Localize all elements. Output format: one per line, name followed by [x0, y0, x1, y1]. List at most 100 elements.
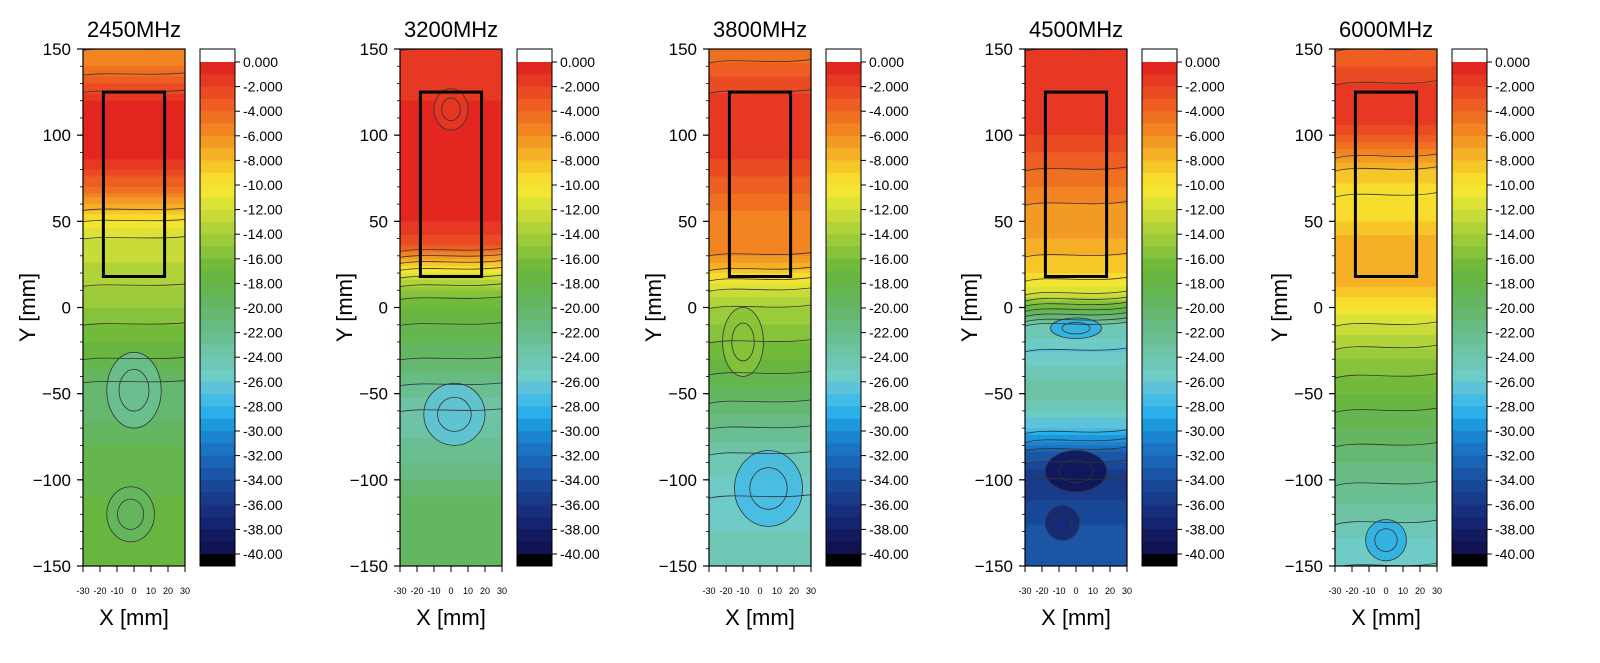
contour-line — [400, 254, 502, 258]
heatmap-band — [709, 383, 811, 388]
contour-line — [400, 267, 502, 271]
heatmap-band — [1335, 424, 1437, 429]
heatmap-band — [709, 231, 811, 236]
heatmap-field — [1335, 49, 1437, 566]
colorbar-swatch — [1142, 394, 1177, 407]
heatmap-band — [1025, 304, 1127, 309]
heatmap-band — [1025, 49, 1127, 54]
y-tick-label: 50 — [52, 212, 71, 231]
heatmap-band — [709, 528, 811, 533]
colorbar-swatch — [1142, 369, 1177, 383]
colorbar-swatch — [826, 467, 861, 481]
colorbar-label: -30.00 — [1185, 423, 1225, 439]
heatmap-band — [83, 348, 185, 353]
heatmap-band — [83, 290, 185, 295]
colorbar-swatch — [200, 62, 235, 75]
colorbar-label: -40.00 — [243, 546, 283, 562]
x-tick-label: 0 — [1073, 586, 1078, 596]
y-tick-label: −100 — [975, 471, 1013, 490]
contour-line — [709, 277, 811, 282]
heatmap-band — [83, 155, 185, 160]
heatmap-band — [400, 490, 502, 495]
contour-line — [118, 368, 150, 412]
colorbar-swatch — [826, 308, 861, 321]
heatmap-band — [709, 531, 811, 536]
heatmap-band — [1335, 428, 1437, 433]
y-tick-label: 0 — [1004, 299, 1013, 318]
x-tick-label: 30 — [1122, 586, 1132, 596]
colorbar-swatch — [1142, 418, 1177, 432]
colorbar-swatch — [1142, 295, 1177, 309]
colorbar-swatch — [1142, 62, 1177, 75]
x-tick-label: -30 — [393, 586, 406, 596]
heatmap-band — [1025, 359, 1127, 364]
heatmap-band — [400, 366, 502, 371]
heatmap-band — [83, 176, 185, 181]
heatmap-band — [83, 262, 185, 267]
contour-line — [400, 283, 502, 288]
heatmap-band — [1335, 400, 1437, 405]
heatmap-band — [1025, 179, 1127, 185]
heatmap-band — [1025, 197, 1127, 202]
heatmap-band — [709, 524, 811, 529]
heatmap-band — [709, 559, 811, 564]
colorbar-swatch — [517, 246, 552, 260]
heatmap-band — [1335, 441, 1437, 446]
heatmap-band — [1335, 49, 1437, 54]
colorbar-top-swatch — [1142, 49, 1177, 62]
colorbar-swatch — [1452, 455, 1487, 469]
heatmap-band — [400, 359, 502, 364]
heatmap-band — [709, 173, 811, 178]
colorbar-swatch — [826, 369, 861, 383]
heatmap-band — [1335, 393, 1437, 398]
colorbar-swatch — [200, 467, 235, 481]
heatmap-band — [1335, 359, 1437, 364]
heatmap-band — [709, 217, 811, 222]
contour-line — [1025, 438, 1127, 443]
colorbar-label: -38.00 — [869, 521, 909, 537]
y-tick-label: 0 — [62, 299, 71, 318]
heatmap-band — [83, 186, 185, 191]
heatmap-band — [83, 117, 185, 122]
heatmap-band — [1025, 293, 1127, 298]
heatmap-band — [1025, 338, 1127, 343]
contour-line — [709, 425, 811, 430]
heatmap-band — [1025, 548, 1127, 553]
contour-line — [117, 498, 145, 530]
heatmap-band — [1025, 541, 1127, 546]
heatmap-band — [1025, 224, 1127, 229]
y-tick-label: 0 — [688, 299, 697, 318]
heatmap-band — [709, 307, 811, 312]
heatmap-band — [709, 372, 811, 378]
heatmap-band — [83, 107, 185, 112]
heatmap-band — [709, 104, 811, 109]
contour-line — [83, 207, 185, 211]
heatmap-band — [1335, 321, 1437, 326]
heatmap-band — [83, 93, 185, 98]
colorbar-label: -4.000 — [243, 103, 283, 119]
heatmap-band — [1025, 248, 1127, 253]
colorbar-bottom-swatch — [200, 554, 235, 566]
heatmap-band — [709, 545, 811, 550]
heatmap-band — [1025, 345, 1127, 350]
heatmap-band — [709, 317, 811, 322]
heatmap-band — [400, 224, 502, 229]
heatmap-band — [1335, 238, 1437, 243]
heatmap-band — [83, 476, 185, 481]
colorbar-label: -6.000 — [1185, 128, 1225, 144]
heatmap-band — [400, 231, 502, 236]
heatmap-band — [400, 379, 502, 384]
heatmap-band — [1025, 266, 1127, 271]
heatmap-band — [1025, 62, 1127, 67]
colorbar-swatch — [826, 406, 861, 420]
heatmap-band — [1025, 162, 1127, 167]
heatmap-band — [83, 255, 185, 260]
heatmap-band — [400, 145, 502, 150]
colorbar-bottom-swatch — [1452, 554, 1487, 566]
heatmap-band — [1335, 379, 1437, 384]
heatmap-band — [1025, 107, 1127, 112]
colorbar-label: -10.00 — [560, 177, 600, 193]
heatmap-band — [1025, 428, 1127, 433]
heatmap-band — [83, 193, 185, 198]
heatmap-band — [1025, 66, 1127, 71]
